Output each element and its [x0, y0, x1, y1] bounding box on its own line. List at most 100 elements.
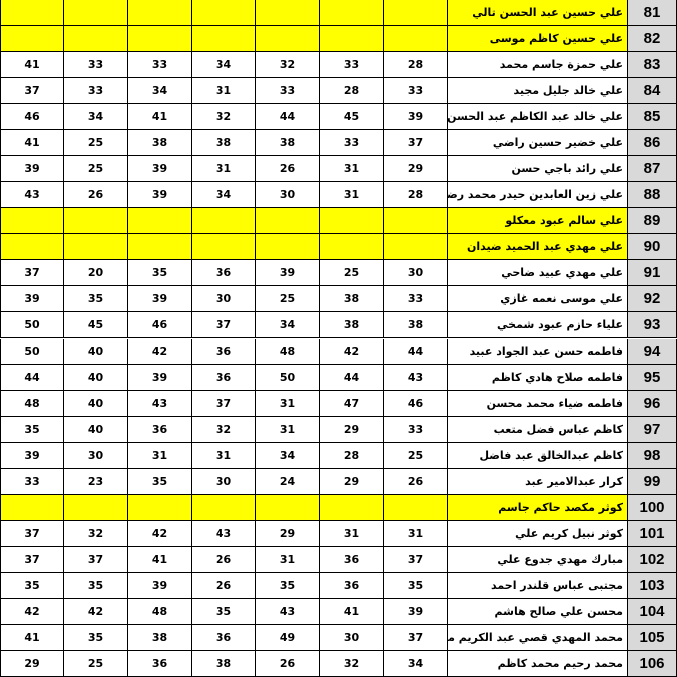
score-cell: 29: [320, 468, 384, 495]
score-cell: 40: [64, 338, 128, 365]
row-number: 87: [628, 156, 677, 183]
score-cell: 48: [0, 390, 64, 417]
score-cell: 34: [256, 312, 320, 339]
score-cell: 28: [384, 182, 448, 209]
score-cell: 23: [64, 468, 128, 495]
score-cell: [256, 26, 320, 53]
score-cell: 46: [384, 390, 448, 417]
score-cell: 35: [192, 598, 256, 625]
score-cell: [192, 234, 256, 261]
score-cell: [384, 234, 448, 261]
student-name: علي حمزة جاسم محمد: [448, 52, 628, 79]
score-cell: [384, 0, 448, 27]
score-cell: 43: [192, 520, 256, 547]
score-cell: 37: [0, 78, 64, 105]
student-name: علي موسى نعمه غازي: [448, 286, 628, 313]
score-cell: 25: [64, 650, 128, 677]
score-cell: 45: [320, 104, 384, 131]
score-cell: 39: [0, 442, 64, 469]
score-cell: [256, 494, 320, 521]
score-cell: 44: [0, 364, 64, 391]
score-cell: 32: [64, 520, 128, 547]
score-cell: 38: [384, 312, 448, 339]
score-cell: 47: [320, 390, 384, 417]
score-cell: 35: [256, 572, 320, 599]
row-number: 83: [628, 52, 677, 79]
score-cell: [256, 208, 320, 235]
score-cell: 25: [256, 286, 320, 313]
score-cell: 39: [128, 364, 192, 391]
score-cell: 30: [64, 442, 128, 469]
score-cell: [64, 494, 128, 521]
score-cell: 33: [320, 130, 384, 157]
score-cell: 35: [64, 286, 128, 313]
score-cell: 48: [256, 338, 320, 365]
score-cell: [320, 208, 384, 235]
score-cell: 34: [64, 104, 128, 131]
score-cell: 25: [64, 156, 128, 183]
score-cell: 26: [256, 156, 320, 183]
score-cell: 36: [128, 650, 192, 677]
row-number: 95: [628, 364, 677, 391]
score-cell: [64, 26, 128, 53]
row-number: 81: [628, 0, 677, 27]
score-cell: 37: [384, 546, 448, 573]
score-cell: 44: [384, 338, 448, 365]
score-cell: 31: [320, 182, 384, 209]
row-number: 84: [628, 78, 677, 105]
score-cell: 37: [0, 260, 64, 287]
student-name: مبارك مهدي جدوع علي: [448, 546, 628, 573]
score-cell: 41: [320, 598, 384, 625]
score-cell: 44: [320, 364, 384, 391]
score-cell: 50: [0, 338, 64, 365]
score-cell: 42: [0, 598, 64, 625]
score-cell: 32: [256, 52, 320, 79]
student-name: علي سالم عبود معكلو: [448, 208, 628, 235]
score-cell: 31: [384, 520, 448, 547]
score-cell: 25: [384, 442, 448, 469]
student-name: علي مهدي عبيد ضاحي: [448, 260, 628, 287]
score-cell: 46: [0, 104, 64, 131]
row-number: 97: [628, 416, 677, 443]
score-cell: 40: [64, 416, 128, 443]
row-number: 93: [628, 312, 677, 339]
score-cell: 26: [64, 182, 128, 209]
score-cell: 36: [192, 338, 256, 365]
student-name: محمد رحيم محمد كاظم: [448, 650, 628, 677]
score-cell: 26: [192, 572, 256, 599]
student-name: فاطمه حسن عبد الجواد عبيد: [448, 338, 628, 365]
score-cell: 39: [128, 182, 192, 209]
score-cell: 39: [128, 286, 192, 313]
student-name: علياء حازم عبود شمخي: [448, 312, 628, 339]
score-cell: [192, 26, 256, 53]
score-cell: 37: [64, 546, 128, 573]
score-cell: 37: [384, 130, 448, 157]
score-cell: 26: [192, 546, 256, 573]
score-cell: [64, 0, 128, 27]
score-cell: 41: [0, 624, 64, 651]
score-cell: 50: [0, 312, 64, 339]
score-cell: 36: [320, 572, 384, 599]
score-cell: 43: [384, 364, 448, 391]
score-cell: 30: [256, 182, 320, 209]
score-cell: 33: [0, 468, 64, 495]
score-cell: 38: [128, 130, 192, 157]
score-cell: 41: [0, 52, 64, 79]
row-number: 96: [628, 390, 677, 417]
score-cell: 33: [384, 286, 448, 313]
row-number: 105: [628, 624, 677, 651]
score-cell: 20: [64, 260, 128, 287]
score-cell: 33: [128, 52, 192, 79]
student-name: فاطمه صلاح هادي كاظم: [448, 364, 628, 391]
score-cell: 34: [192, 182, 256, 209]
score-cell: 37: [192, 390, 256, 417]
score-cell: 36: [320, 546, 384, 573]
row-number: 88: [628, 182, 677, 209]
score-cell: 26: [384, 468, 448, 495]
score-cell: [128, 234, 192, 261]
score-cell: 43: [0, 182, 64, 209]
score-cell: 31: [256, 390, 320, 417]
score-cell: 35: [128, 468, 192, 495]
row-number: 104: [628, 598, 677, 625]
row-number: 82: [628, 26, 677, 53]
